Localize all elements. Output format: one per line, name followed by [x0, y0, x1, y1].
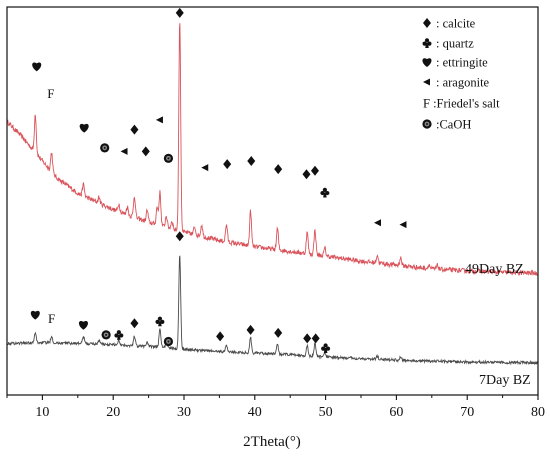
- annotation-diamond-icon: [216, 331, 225, 342]
- legend-item: :CaOH: [422, 118, 471, 132]
- annotation-triangle-left-icon: [201, 164, 209, 172]
- annotation-triangle-left-icon: [155, 116, 163, 124]
- annotation-heart-icon: [79, 123, 89, 133]
- annotation-diamond-icon: [303, 333, 312, 344]
- legend-caoh-icon: [422, 119, 432, 129]
- series-line-49day: [6, 23, 539, 277]
- legend-item: : aragonite: [423, 76, 490, 90]
- annotation-diamond-icon: [130, 318, 139, 329]
- x-tick-label: 50: [319, 405, 333, 420]
- legend-item: : quartz: [422, 37, 474, 51]
- x-tick-label: 60: [389, 405, 403, 420]
- legend-triangle-left-icon: [423, 78, 430, 86]
- annotation-triangle-left-icon: [399, 221, 407, 229]
- series-lines: [6, 23, 539, 366]
- legend: : calcite : quartz : ettringite : aragonit…: [422, 17, 500, 132]
- series-label-49day: 49Day BZ: [465, 262, 524, 277]
- x-tick-label: 10: [35, 405, 49, 420]
- annotation-diamond-icon: [223, 159, 232, 170]
- annotation-f: F: [47, 86, 54, 101]
- annotation-diamond-icon: [247, 156, 256, 167]
- annotation-f: F: [48, 311, 55, 326]
- annotation-club-icon: [155, 316, 165, 327]
- peak-annotations: FF: [30, 7, 407, 354]
- annotation-club-icon: [320, 187, 330, 198]
- legend-item: F :Friedel's salt: [423, 97, 500, 111]
- legend-diamond-icon: [423, 18, 431, 28]
- annotation-f-label: F: [48, 311, 55, 326]
- x-tick-label: 80: [531, 405, 545, 420]
- x-tick-label: 20: [106, 405, 120, 420]
- plot-frame: [6, 6, 539, 396]
- annotation-diamond-icon: [141, 146, 150, 157]
- annotation-club-icon: [321, 343, 331, 354]
- legend-label: : ettringite: [436, 56, 488, 70]
- annotation-diamond-icon: [246, 324, 255, 335]
- annotation-diamond-icon: [274, 327, 283, 338]
- legend-label: : calcite: [436, 17, 476, 31]
- annotation-diamond-icon: [175, 231, 184, 242]
- annotation-caoh-icon: [163, 336, 174, 347]
- x-tick-label: 40: [248, 405, 262, 420]
- legend-label: : aragonite: [436, 76, 490, 90]
- x-axis-title: 2Theta(°): [243, 434, 301, 450]
- annotation-f-label: F: [47, 86, 54, 101]
- annotation-heart-icon: [30, 310, 40, 320]
- annotation-caoh-icon: [100, 143, 110, 153]
- annotation-caoh-icon: [163, 153, 174, 163]
- series-line-7day: [6, 255, 539, 366]
- legend-heart-icon: [422, 58, 432, 67]
- x-axis-ticks: 10 20 30 40 50 60 70 80: [6, 395, 545, 420]
- annotation-diamond-icon: [130, 124, 139, 135]
- legend-item: : ettringite: [422, 56, 488, 70]
- legend-label: :CaOH: [436, 118, 471, 132]
- x-tick-label: 30: [177, 405, 191, 420]
- annotation-caoh-icon: [101, 330, 111, 340]
- annotation-heart-icon: [78, 320, 88, 330]
- annotation-triangle-left-icon: [120, 147, 128, 155]
- x-tick-label: 70: [460, 405, 474, 420]
- annotation-diamond-icon: [310, 165, 319, 176]
- legend-club-icon: [422, 38, 432, 48]
- series-label-7day: 7Day BZ: [479, 373, 531, 388]
- annotation-heart-icon: [32, 62, 42, 72]
- legend-item: : calcite: [423, 17, 476, 31]
- annotation-diamond-icon: [302, 169, 311, 180]
- annotation-diamond-icon: [311, 333, 320, 344]
- annotation-diamond-icon: [175, 7, 184, 18]
- legend-label: : quartz: [436, 37, 474, 51]
- legend-label: F :Friedel's salt: [423, 97, 500, 111]
- annotation-club-icon: [114, 330, 124, 340]
- annotation-triangle-left-icon: [373, 219, 381, 227]
- annotation-diamond-icon: [274, 164, 283, 175]
